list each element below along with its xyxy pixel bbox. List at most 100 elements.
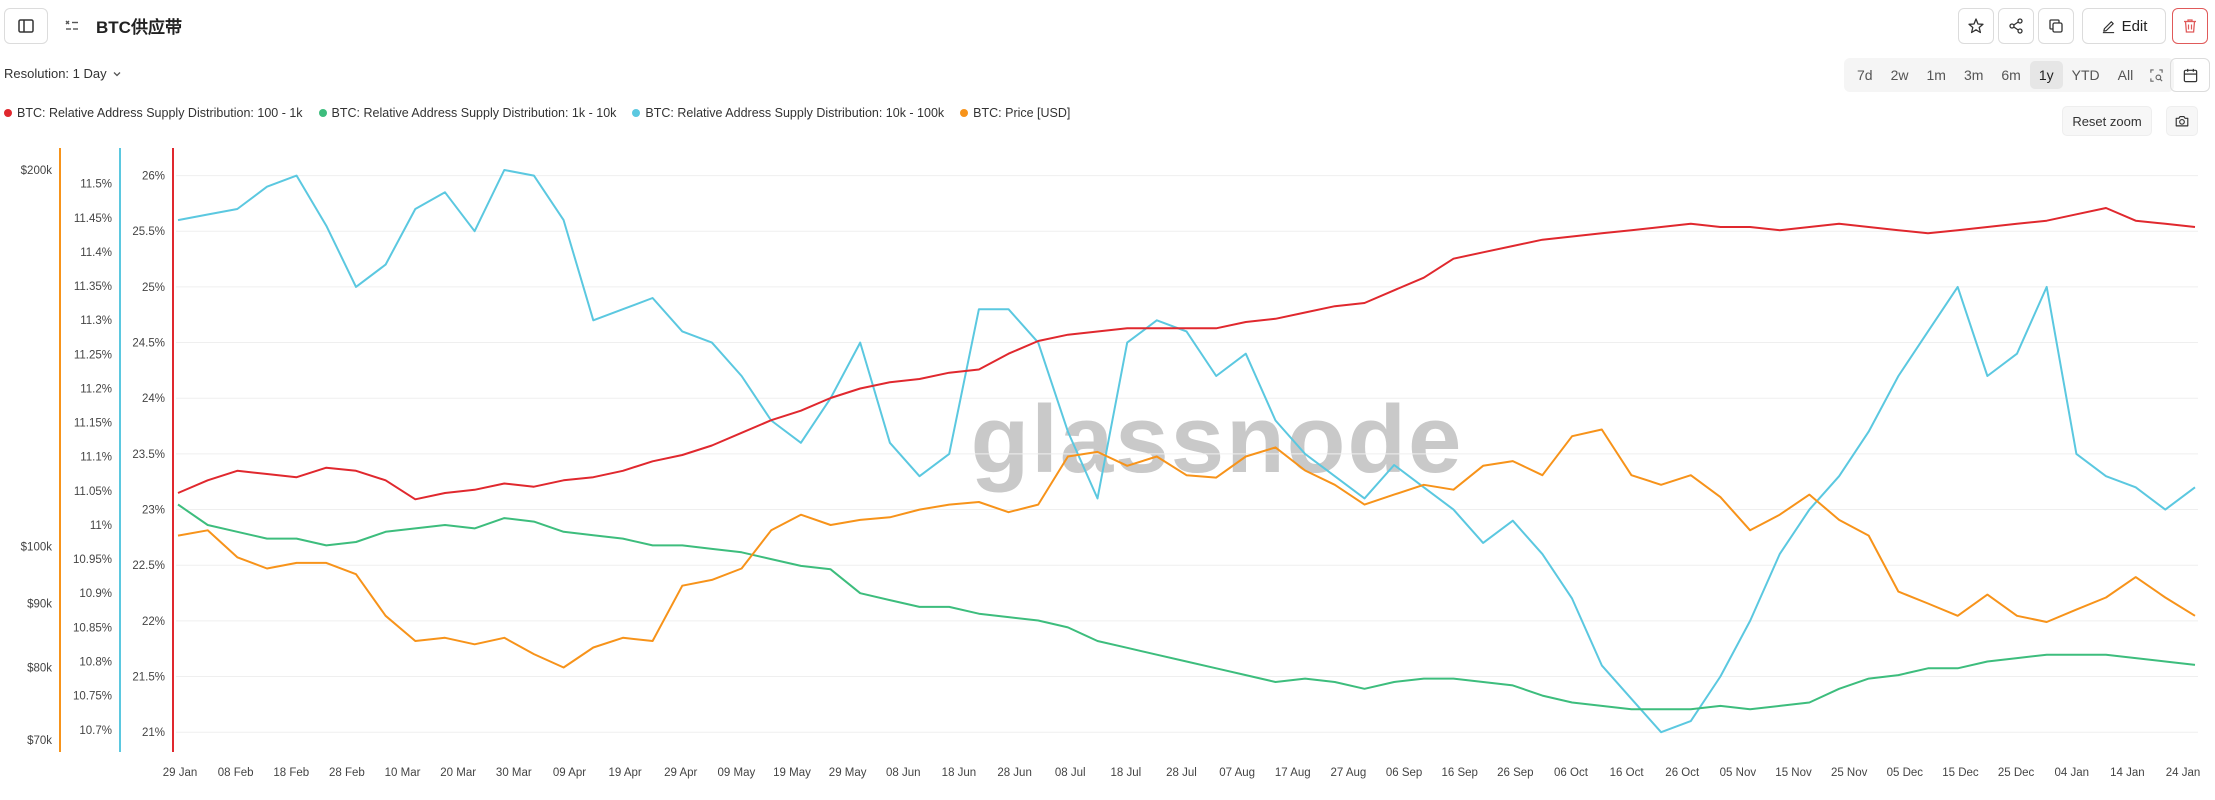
legend-item-100-1k[interactable]: BTC: Relative Address Supply Distributio…	[4, 106, 303, 120]
y-tick-label-10k-100k: 21%	[142, 727, 165, 739]
range-2w[interactable]: 2w	[1890, 67, 1909, 83]
y-tick-label-10k-100k: 21.5%	[132, 672, 165, 684]
x-tick-label: 17 Aug	[1275, 767, 1311, 779]
y-tick-label-1k-10k: 11.25%	[74, 349, 112, 361]
x-tick-label: 29 May	[829, 767, 867, 779]
favorite-button[interactable]	[1958, 8, 1994, 44]
series-line-3	[177, 428, 2196, 669]
watermark-logo: glassnode	[971, 386, 1464, 493]
x-tick-label: 30 Mar	[496, 767, 532, 779]
y-tick-label-10k-100k: 26%	[142, 171, 165, 183]
pencil-icon	[2102, 20, 2114, 33]
legend-dot	[318, 109, 327, 117]
series-line-0	[177, 207, 2196, 501]
resolution-select[interactable]: Resolution: 1 Day	[4, 66, 122, 81]
y-tick-label-1k-10k: 11.05%	[74, 486, 112, 498]
range-1y[interactable]: 1y	[2029, 61, 2063, 89]
y-tick-label-1k-10k: 11.1%	[80, 452, 112, 464]
x-tick-label: 28 Jul	[1166, 767, 1197, 779]
top-bar: BTC供应带 Edit	[0, 0, 2215, 52]
y-tick-label-10k-100k: 22.5%	[132, 560, 165, 572]
x-tick-label: 14 Jan	[2110, 767, 2145, 779]
y-tick-label-1k-10k: 10.95%	[73, 554, 112, 566]
legend-dot	[4, 109, 12, 117]
y-tick-label-1k-10k: 10.75%	[73, 691, 112, 703]
range-7d[interactable]: 7d	[1857, 67, 1873, 83]
x-tick-label: 16 Sep	[1441, 767, 1477, 779]
range-ytd[interactable]: YTD	[2071, 67, 2100, 83]
x-tick-label: 08 Feb	[218, 767, 254, 779]
y-tick-label-price: $90k	[27, 599, 52, 611]
y-tick-label-10k-100k: 25.5%	[132, 226, 165, 238]
y-tick-label-1k-10k: 10.9%	[79, 588, 112, 600]
y-tick-label-10k-100k: 24.5%	[132, 338, 165, 350]
reset-zoom-button[interactable]: Reset zoom	[2062, 106, 2152, 136]
copy-icon	[2049, 19, 2063, 33]
legend-item-price[interactable]: BTC: Price [USD]	[960, 106, 1070, 120]
y-tick-label-1k-10k: 10.7%	[79, 725, 112, 737]
camera-icon	[2175, 115, 2189, 127]
legend-item-1k-10k[interactable]: BTC: Relative Address Supply Distributio…	[318, 106, 616, 120]
y-tick-label-1k-10k: 10.8%	[79, 656, 112, 668]
calendar-button[interactable]	[2170, 58, 2210, 92]
x-tick-label: 27 Aug	[1331, 767, 1367, 779]
x-tick-label: 26 Sep	[1497, 767, 1533, 779]
y-tick-label-10k-100k: 22%	[142, 616, 165, 628]
legend-label: BTC: Relative Address Supply Distributio…	[645, 106, 945, 120]
delete-button[interactable]	[2172, 8, 2208, 44]
x-tick-label: 09 May	[718, 767, 756, 779]
y-tick-label-1k-10k: 11%	[90, 520, 112, 532]
y-tick-label-1k-10k: 11.3%	[80, 315, 112, 327]
legend-dot	[632, 109, 641, 117]
sidebar-toggle-icon	[18, 19, 34, 33]
x-tick-label: 10 Mar	[385, 767, 421, 779]
metric-settings-icon[interactable]	[62, 16, 82, 36]
chart-legend: BTC: Relative Address Supply Distributio…	[4, 106, 1070, 120]
range-6m[interactable]: 6m	[2001, 67, 2021, 83]
trash-icon	[2184, 19, 2196, 33]
resolution-label: Resolution: 1 Day	[4, 66, 107, 81]
x-tick-label: 09 Apr	[553, 767, 586, 779]
range-1m[interactable]: 1m	[1926, 67, 1946, 83]
copy-button[interactable]	[2038, 8, 2074, 44]
screenshot-button[interactable]	[2166, 106, 2198, 136]
x-tick-label: 28 Feb	[329, 767, 365, 779]
y-tick-label-1k-10k: 11.5%	[80, 179, 112, 191]
range-all[interactable]: All	[2117, 67, 2134, 83]
y-tick-label-1k-10k: 11.45%	[74, 213, 112, 225]
y-tick-label-10k-100k: 25%	[142, 282, 165, 294]
sidebar-toggle-button[interactable]	[4, 8, 48, 44]
x-tick-label: 15 Nov	[1775, 767, 1812, 779]
y-tick-label-1k-10k: 11.2%	[80, 383, 112, 395]
legend-dot	[960, 109, 969, 117]
x-tick-label: 18 Jun	[942, 767, 977, 779]
time-range-selector: 7d 2w 1m 3m 6m 1y YTD All	[1844, 58, 2175, 92]
legend-item-10k-100k[interactable]: BTC: Relative Address Supply Distributio…	[632, 106, 944, 120]
x-tick-label: 20 Mar	[440, 767, 476, 779]
range-3m[interactable]: 3m	[1963, 67, 1984, 83]
y-tick-label-10k-100k: 23.5%	[132, 449, 165, 461]
x-tick-label: 18 Feb	[273, 767, 309, 779]
x-tick-label: 29 Apr	[664, 767, 697, 779]
x-tick-label: 15 Dec	[1942, 767, 1979, 779]
x-tick-label: 25 Dec	[1998, 767, 2035, 779]
x-tick-label: 05 Nov	[1720, 767, 1757, 779]
edit-button[interactable]: Edit	[2082, 8, 2166, 44]
y-tick-label-price: $80k	[27, 662, 52, 674]
calendar-icon	[2183, 68, 2197, 82]
y-tick-label-1k-10k: 11.15%	[74, 418, 112, 430]
x-tick-label: 26 Oct	[1665, 767, 1700, 779]
x-tick-label: 19 May	[773, 767, 811, 779]
chevron-down-icon	[113, 71, 121, 76]
x-tick-label: 06 Oct	[1554, 767, 1589, 779]
x-tick-label: 29 Jan	[163, 767, 198, 779]
y-tick-label-10k-100k: 24%	[142, 393, 165, 405]
x-tick-label: 24 Jan	[2166, 767, 2201, 779]
zoom-select-icon[interactable]	[2142, 61, 2170, 89]
y-tick-label-1k-10k: 10.85%	[73, 622, 112, 634]
series-line-2	[177, 169, 2196, 734]
y-tick-label-1k-10k: 11.4%	[80, 247, 112, 259]
share-button[interactable]	[1998, 8, 2034, 44]
x-tick-label: 07 Aug	[1219, 767, 1255, 779]
